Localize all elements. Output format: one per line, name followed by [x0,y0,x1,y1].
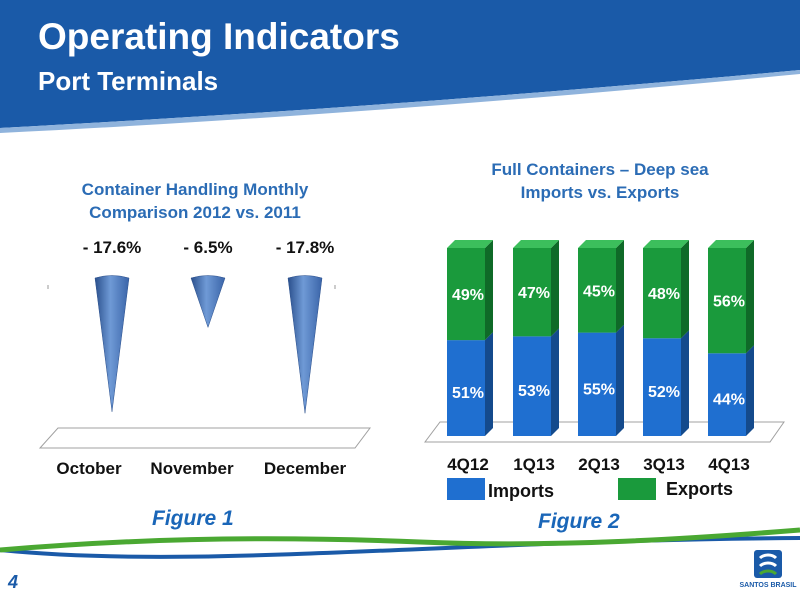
figure2-bar-side-exports [551,240,559,337]
figure2-label-exports: 48% [648,286,680,303]
figure2-title: Full Containers – Deep sea Imports vs. E… [440,158,760,204]
figure1-floor [38,427,371,449]
santos-brasil-logo: SANTOS BRASIL [736,548,800,600]
figure1-cone-november [190,275,226,329]
figure2-bar-imports-4q12 [447,340,485,436]
figure2-title-line2: Imports vs. Exports [520,183,680,202]
figure2-bar-top [643,240,689,248]
figure2-bar-side-imports [681,330,689,436]
figure2-category-label: 4Q12 [447,455,489,474]
figure1-cone-october [94,275,130,412]
figure1-category-label: November [150,459,234,478]
figure2-bar-imports-4q13 [708,353,746,436]
figure2-bar-side-imports [616,324,624,436]
figure2-bar-side-imports [746,345,754,436]
footer-band [0,527,800,559]
figure2-bar-exports-4q13 [708,248,746,354]
figure2-bar-side-imports [485,332,493,436]
header-band [0,0,800,133]
figure1-category-label: October [56,459,122,478]
figure2-bar-exports-1q13 [513,248,551,337]
figure2-caption: Figure 2 [538,510,620,533]
figure2-bar-exports-2q13 [578,248,616,333]
figure2-label-exports: 49% [452,287,484,304]
page-title: Operating Indicators [38,16,400,57]
figure1-caption: Figure 1 [152,507,234,530]
figure2-bar-imports-1q13 [513,336,551,436]
figure2-bar-side-exports [746,240,754,354]
figure2-bar-exports-4q12 [447,248,485,341]
figure2-bar-side-imports [551,328,559,436]
legend-label-exports: Exports [666,479,733,499]
figure2-label-imports: 44% [713,392,745,409]
legend-swatch-exports [618,478,656,500]
figure2-category-label: 3Q13 [643,455,685,474]
figure2-bar-side-exports [616,240,624,333]
figure2-bar-top [578,240,624,248]
figure1-cone-december [287,275,323,414]
figure2-label-imports: 51% [452,385,484,402]
figure2-label-exports: 56% [713,294,745,311]
figure2-category-label: 4Q13 [708,455,750,474]
figure2-floor [424,421,785,443]
legend-label-imports: Imports [488,481,554,501]
figure2-category-label: 2Q13 [578,455,620,474]
figure2-title-line1: Full Containers – Deep sea [491,160,709,179]
figure2-bar-exports-3q13 [643,248,681,339]
figure1-category-label: December [264,459,347,478]
figure2-label-imports: 53% [518,383,550,400]
figure2-label-imports: 55% [583,381,615,398]
figure2-label-exports: 45% [583,283,615,300]
figure1-value-label: - 17.6% [83,238,142,257]
figure1-title-line1: Container Handling Monthly [81,180,309,199]
figure1-title-line2: Comparison 2012 vs. 2011 [89,203,301,222]
figure2-bar-top [513,240,559,248]
logo-text: SANTOS BRASIL [739,582,797,589]
figure1-value-label: - 6.5% [183,238,232,257]
figure1-title: Container Handling Monthly Comparison 20… [40,178,350,224]
figure2-bar-top [708,240,754,248]
figure2-category-label: 1Q13 [513,455,555,474]
figure1-value-label: - 17.8% [276,238,335,257]
figure2-bar-side-exports [485,240,493,341]
figure2-bar-top [447,240,493,248]
figure2-bar-side-exports [681,240,689,339]
legend-swatch-imports [447,478,485,500]
page-subtitle: Port Terminals [38,66,219,96]
figure2-label-imports: 52% [648,384,680,401]
figure2-bar-imports-2q13 [578,332,616,436]
logo-mark-icon [754,550,782,578]
page-number: 4 [8,572,19,592]
figure2-bar-imports-3q13 [643,338,681,436]
figure2-label-exports: 47% [518,285,550,302]
